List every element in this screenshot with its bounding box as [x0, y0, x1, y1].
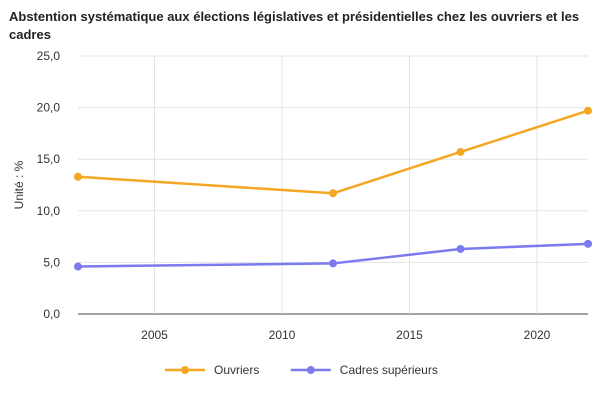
chart-title: Abstention systématique aux élections lé…: [9, 9, 580, 42]
data-point: [456, 147, 465, 156]
data-point: [584, 106, 592, 115]
grid-lines: [78, 55, 588, 315]
data-point: [329, 259, 337, 268]
y-tick-label: 5,0: [43, 255, 60, 269]
x-tick-labels: 2005 2010 2015 2020: [141, 328, 551, 342]
x-tick-label: 2015: [396, 328, 423, 342]
legend-label: Cadres supérieurs: [340, 363, 438, 377]
legend-label: Ouvriers: [214, 363, 259, 377]
data-point: [456, 244, 465, 253]
y-tick-label: 0,0: [43, 307, 60, 321]
y-tick-label: 20,0: [37, 101, 61, 115]
series-line: [77, 242, 589, 268]
y-tick-labels: 0,0 5,0 10,0 15,0 20,0 25,0: [37, 49, 61, 321]
x-tick-label: 2020: [524, 328, 551, 342]
x-tick-label: 2005: [141, 328, 168, 342]
legend: Ouvriers Cadres supérieurs: [165, 363, 438, 377]
data-point: [584, 239, 592, 248]
y-tick-label: 25,0: [37, 49, 61, 63]
data-point: [74, 262, 82, 271]
legend-marker: [306, 366, 315, 374]
x-tick-label: 2010: [269, 328, 296, 342]
series-lines: [74, 106, 592, 271]
y-tick-label: 15,0: [37, 152, 61, 166]
series-line: [77, 109, 589, 195]
y-axis-title: Unité : %: [12, 160, 26, 209]
data-point: [329, 189, 337, 198]
data-point: [74, 172, 82, 181]
y-tick-label: 10,0: [37, 204, 61, 218]
legend-marker: [181, 366, 189, 374]
